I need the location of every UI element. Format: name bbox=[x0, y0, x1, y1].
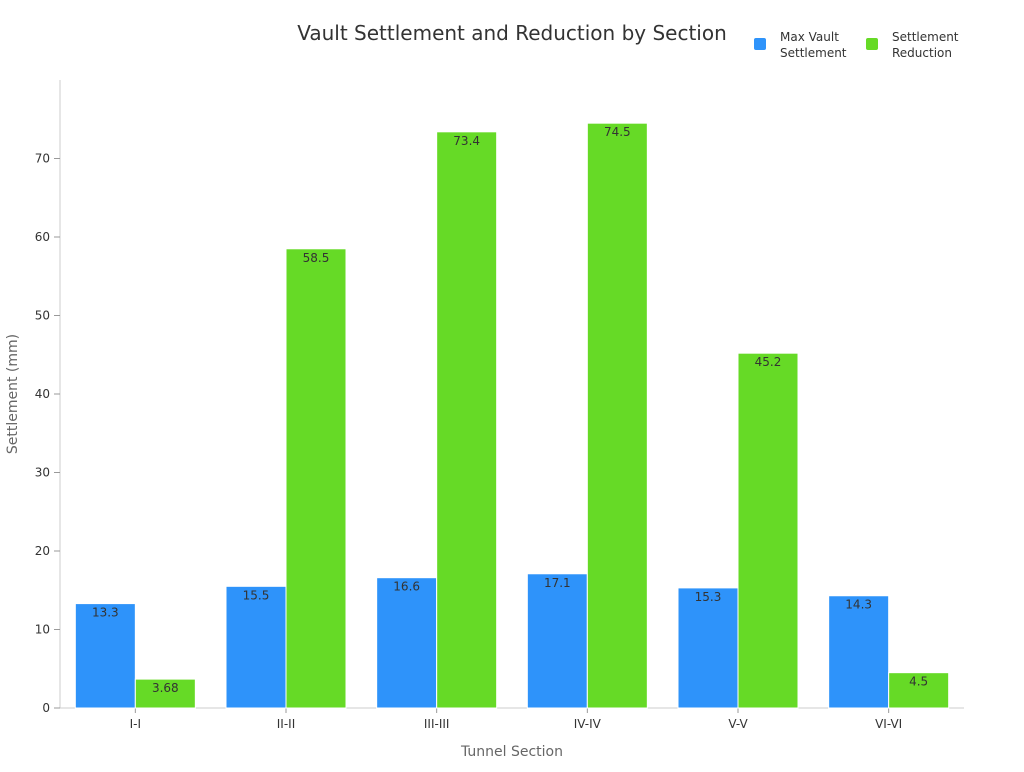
x-axis-title: Tunnel Section bbox=[460, 744, 563, 760]
y-tick-label: 70 bbox=[35, 152, 50, 166]
bar-data-label: 17.1 bbox=[544, 576, 571, 590]
bar-settlement-reduction-v-v[interactable] bbox=[737, 352, 799, 709]
bar-max-vault-settlement-i-i[interactable] bbox=[74, 603, 136, 709]
legend-label: Max Vault bbox=[780, 30, 839, 44]
y-axis-title: Settlement (mm) bbox=[5, 334, 21, 454]
x-tick-label: II-II bbox=[277, 717, 296, 731]
bar-data-label: 73.4 bbox=[453, 134, 480, 148]
y-tick-label: 50 bbox=[35, 309, 50, 323]
bar-data-label: 74.5 bbox=[604, 125, 631, 139]
bar-settlement-reduction-vi-vi[interactable] bbox=[888, 672, 950, 709]
bar-data-label: 45.2 bbox=[755, 355, 782, 369]
legend-label: Settlement bbox=[780, 46, 847, 60]
y-tick-label: 10 bbox=[35, 623, 50, 637]
legend-swatch bbox=[754, 38, 766, 50]
y-tick-label: 20 bbox=[35, 544, 50, 558]
x-tick-label: V-V bbox=[728, 717, 748, 731]
y-tick-label: 30 bbox=[35, 466, 50, 480]
x-tick-label: IV-IV bbox=[574, 717, 602, 731]
x-tick-label: III-III bbox=[424, 717, 450, 731]
chart-legend: Max Vault Settlement Settlement Reduction bbox=[754, 30, 959, 60]
legend-label: Settlement bbox=[892, 30, 959, 44]
y-tick-label: 40 bbox=[35, 387, 50, 401]
bar-data-label: 13.3 bbox=[92, 606, 119, 620]
bar-settlement-reduction-iv-iv[interactable] bbox=[586, 122, 648, 709]
bar-data-label: 3.68 bbox=[152, 681, 179, 695]
bar-data-label: 4.5 bbox=[909, 675, 928, 689]
bar-max-vault-settlement-ii-ii[interactable] bbox=[225, 585, 287, 709]
bar-data-label: 15.5 bbox=[243, 588, 270, 602]
bar-data-label: 15.3 bbox=[695, 590, 722, 604]
bar-max-vault-settlement-vi-vi[interactable] bbox=[828, 595, 890, 709]
bar-series-group bbox=[74, 122, 950, 709]
bar-settlement-reduction-i-i[interactable] bbox=[134, 678, 196, 709]
x-tick-label: I-I bbox=[130, 717, 141, 731]
y-axis-ticks: 0 10 20 30 40 50 60 70 bbox=[35, 152, 60, 715]
bar-max-vault-settlement-iv-iv[interactable] bbox=[526, 573, 588, 709]
chart-title: Vault Settlement and Reduction by Sectio… bbox=[297, 21, 727, 45]
bar-data-label: 16.6 bbox=[393, 580, 420, 594]
bar-max-vault-settlement-v-v[interactable] bbox=[677, 587, 739, 709]
y-tick-label: 60 bbox=[35, 230, 50, 244]
bar-settlement-reduction-iii-iii[interactable] bbox=[436, 131, 498, 709]
legend-swatch bbox=[866, 38, 878, 50]
bar-settlement-reduction-ii-ii[interactable] bbox=[285, 248, 347, 709]
legend-label: Reduction bbox=[892, 46, 952, 60]
bar-data-label: 14.3 bbox=[845, 598, 872, 612]
bar-data-label: 58.5 bbox=[303, 251, 330, 265]
x-axis-ticks: I-I II-II III-III IV-IV V-V VI-VI bbox=[130, 708, 902, 731]
x-tick-label: VI-VI bbox=[875, 717, 902, 731]
data-label-group: 13.3 3.68 15.5 58.5 16.6 73.4 17.1 74.5 15.3 45.2… bbox=[92, 125, 928, 695]
y-tick-label: 0 bbox=[42, 701, 50, 715]
bar-max-vault-settlement-iii-iii[interactable] bbox=[376, 577, 438, 709]
